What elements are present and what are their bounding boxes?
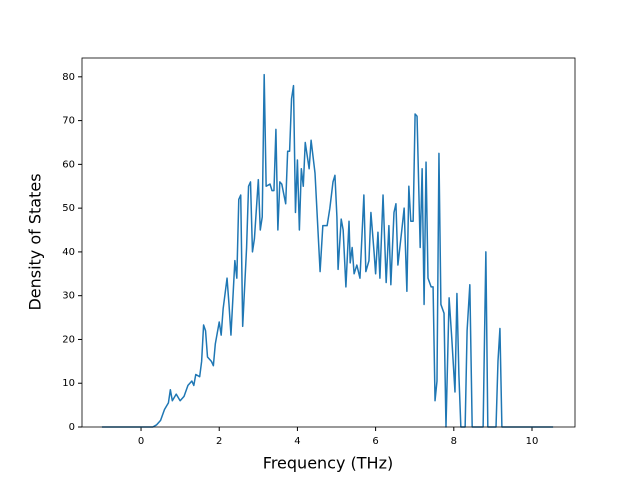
plot-frame (81, 57, 576, 428)
y-tick-label: 40 (62, 247, 75, 258)
x-tick-label: 2 (216, 436, 222, 447)
x-tick-label: 8 (451, 436, 457, 447)
x-tick-label: 0 (138, 436, 144, 447)
y-tick-label: 0 (69, 422, 75, 433)
y-axis-label: Density of States (26, 173, 45, 310)
x-tick-label: 10 (526, 436, 539, 447)
x-axis-label: Frequency (THz) (263, 454, 393, 473)
x-tick-label: 6 (372, 436, 378, 447)
y-tick-label: 50 (62, 203, 75, 214)
y-tick-label: 70 (62, 116, 75, 127)
y-tick-label: 20 (62, 334, 75, 345)
x-tick-label: 4 (294, 436, 300, 447)
y-tick-label: 60 (62, 159, 75, 170)
y-tick-label: 10 (62, 378, 75, 389)
line (101, 73, 554, 428)
y-tick-label: 30 (62, 291, 75, 302)
y-tick-label: 80 (62, 72, 75, 83)
